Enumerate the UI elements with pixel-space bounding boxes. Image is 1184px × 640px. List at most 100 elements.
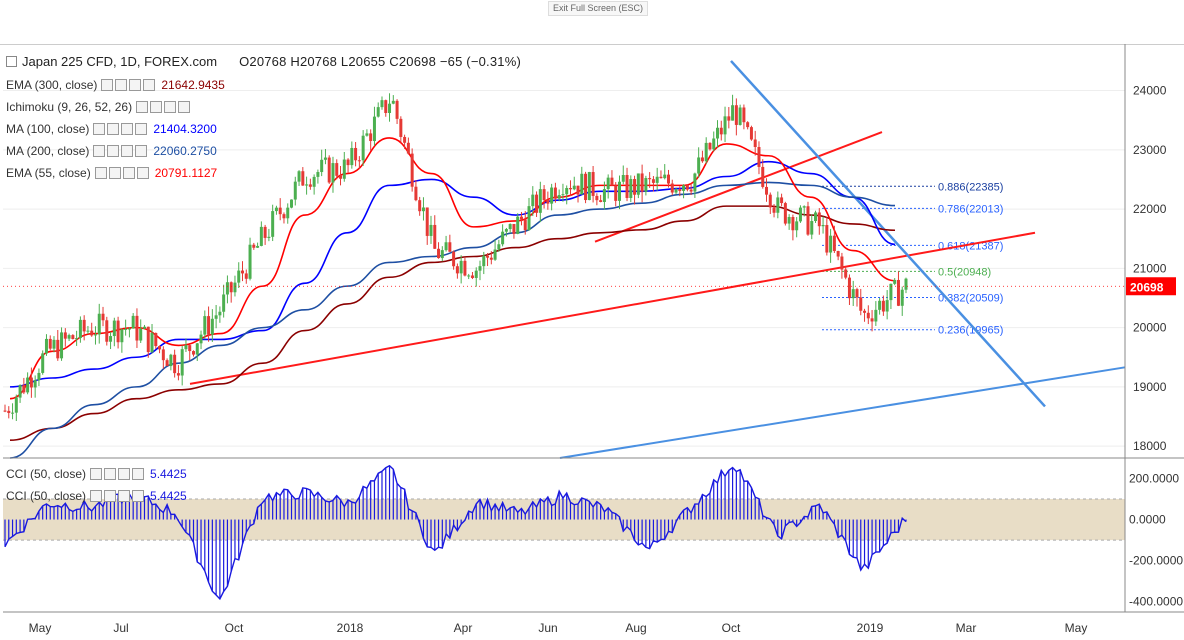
close-icon[interactable] bbox=[135, 123, 148, 135]
candle-body bbox=[237, 270, 241, 283]
candle-body bbox=[437, 248, 441, 259]
candle-body bbox=[640, 173, 644, 192]
eye-icon[interactable] bbox=[90, 490, 103, 502]
eye-icon[interactable] bbox=[90, 468, 103, 480]
candle-body bbox=[765, 186, 769, 195]
candle-body bbox=[708, 142, 712, 150]
indicator-legend-4[interactable]: EMA (55, close) 20791.1127 bbox=[6, 166, 217, 180]
candle-body bbox=[591, 172, 595, 196]
fib-level-label: 0.786(22013) bbox=[938, 203, 1003, 215]
time-tick-label: Oct bbox=[722, 621, 741, 635]
candle-body bbox=[14, 397, 18, 413]
candle-body bbox=[678, 189, 682, 191]
candle-body bbox=[798, 207, 802, 222]
candle-body bbox=[173, 354, 177, 374]
fib-level-label: 0.886(22385) bbox=[938, 181, 1003, 193]
candle-body bbox=[535, 194, 539, 213]
candle-body bbox=[840, 256, 844, 270]
indicator-label: EMA (300, close) bbox=[6, 78, 98, 92]
duplicate-icon[interactable] bbox=[118, 490, 131, 502]
candle-body bbox=[723, 116, 727, 135]
candle-body bbox=[440, 250, 444, 259]
duplicate-icon[interactable] bbox=[118, 468, 131, 480]
candle-body bbox=[146, 326, 150, 353]
candle-body bbox=[900, 289, 904, 306]
duplicate-icon[interactable] bbox=[129, 79, 142, 91]
settings-icon[interactable] bbox=[115, 79, 128, 91]
close-icon[interactable] bbox=[132, 490, 145, 502]
candle-body bbox=[210, 318, 214, 335]
candle-body bbox=[606, 177, 610, 190]
settings-icon[interactable] bbox=[107, 145, 120, 157]
candle-body bbox=[508, 224, 512, 230]
duplicate-icon[interactable] bbox=[122, 167, 135, 179]
candle-body bbox=[817, 212, 821, 227]
close-icon[interactable] bbox=[178, 101, 191, 113]
settings-icon[interactable] bbox=[104, 468, 117, 480]
settings-icon[interactable] bbox=[104, 490, 117, 502]
settings-icon[interactable] bbox=[108, 167, 121, 179]
cci-legend-0[interactable]: CCI (50, close) 5.4425 bbox=[6, 467, 187, 481]
settings-icon[interactable] bbox=[107, 123, 120, 135]
candle-body bbox=[761, 166, 765, 187]
candle-body bbox=[444, 242, 448, 251]
candle-body bbox=[207, 316, 211, 335]
candle-body bbox=[86, 330, 90, 332]
exit-fullscreen-button[interactable]: Exit Full Screen (ESC) bbox=[548, 1, 649, 16]
indicator-legend-2[interactable]: MA (100, close) 21404.3200 bbox=[6, 122, 217, 136]
candle-body bbox=[199, 334, 203, 344]
duplicate-icon[interactable] bbox=[121, 145, 134, 157]
eye-icon[interactable] bbox=[93, 123, 106, 135]
close-icon[interactable] bbox=[135, 145, 148, 157]
candle-body bbox=[787, 217, 791, 224]
settings-icon[interactable] bbox=[150, 101, 163, 113]
close-icon[interactable] bbox=[132, 468, 145, 480]
long-support-trendline bbox=[559, 366, 1126, 459]
candle-body bbox=[195, 343, 199, 355]
candle-body bbox=[60, 332, 64, 359]
candle-body bbox=[847, 277, 851, 299]
indicator-legend-3[interactable]: MA (200, close) 22060.2750 bbox=[6, 144, 217, 158]
cci-legend-1[interactable]: CCI (50, close) 5.4425 bbox=[6, 489, 187, 503]
eye-icon[interactable] bbox=[94, 167, 107, 179]
candle-body bbox=[625, 175, 629, 198]
duplicate-icon[interactable] bbox=[164, 101, 177, 113]
duplicate-icon[interactable] bbox=[121, 123, 134, 135]
candle-body bbox=[372, 116, 376, 142]
eye-icon[interactable] bbox=[93, 145, 106, 157]
collapse-legend-icon[interactable] bbox=[6, 56, 17, 67]
candle-body bbox=[467, 275, 471, 277]
candle-body bbox=[380, 100, 384, 108]
candle-body bbox=[866, 312, 870, 319]
eye-icon[interactable] bbox=[136, 101, 149, 113]
candle-body bbox=[248, 244, 252, 279]
candle-body bbox=[7, 410, 11, 413]
candle-body bbox=[293, 181, 297, 200]
candle-body bbox=[418, 200, 422, 212]
candle-body bbox=[576, 185, 580, 195]
candle-body bbox=[889, 283, 893, 301]
time-tick-label: 2019 bbox=[857, 621, 884, 635]
price-tick-label: 20000 bbox=[1133, 321, 1167, 335]
price-tick-label: 18000 bbox=[1133, 439, 1167, 453]
candle-body bbox=[470, 275, 474, 278]
candle-body bbox=[651, 179, 655, 183]
candle-body bbox=[614, 185, 618, 201]
eye-icon[interactable] bbox=[101, 79, 114, 91]
candle-body bbox=[617, 181, 621, 201]
candle-body bbox=[429, 224, 433, 236]
candle-body bbox=[742, 107, 746, 123]
candle-body bbox=[783, 203, 787, 224]
candle-body bbox=[158, 346, 162, 350]
close-icon[interactable] bbox=[143, 79, 156, 91]
candle-body bbox=[282, 214, 286, 219]
close-icon[interactable] bbox=[136, 167, 149, 179]
candle-body bbox=[41, 353, 45, 373]
indicator-legend-1[interactable]: Ichimoku (9, 26, 52, 26) bbox=[6, 100, 196, 114]
candle-body bbox=[516, 216, 520, 234]
indicator-legend-0[interactable]: EMA (300, close) 21642.9435 bbox=[6, 78, 225, 92]
candle-body bbox=[56, 339, 60, 359]
candle-body bbox=[406, 142, 410, 154]
candle-body bbox=[165, 360, 169, 367]
